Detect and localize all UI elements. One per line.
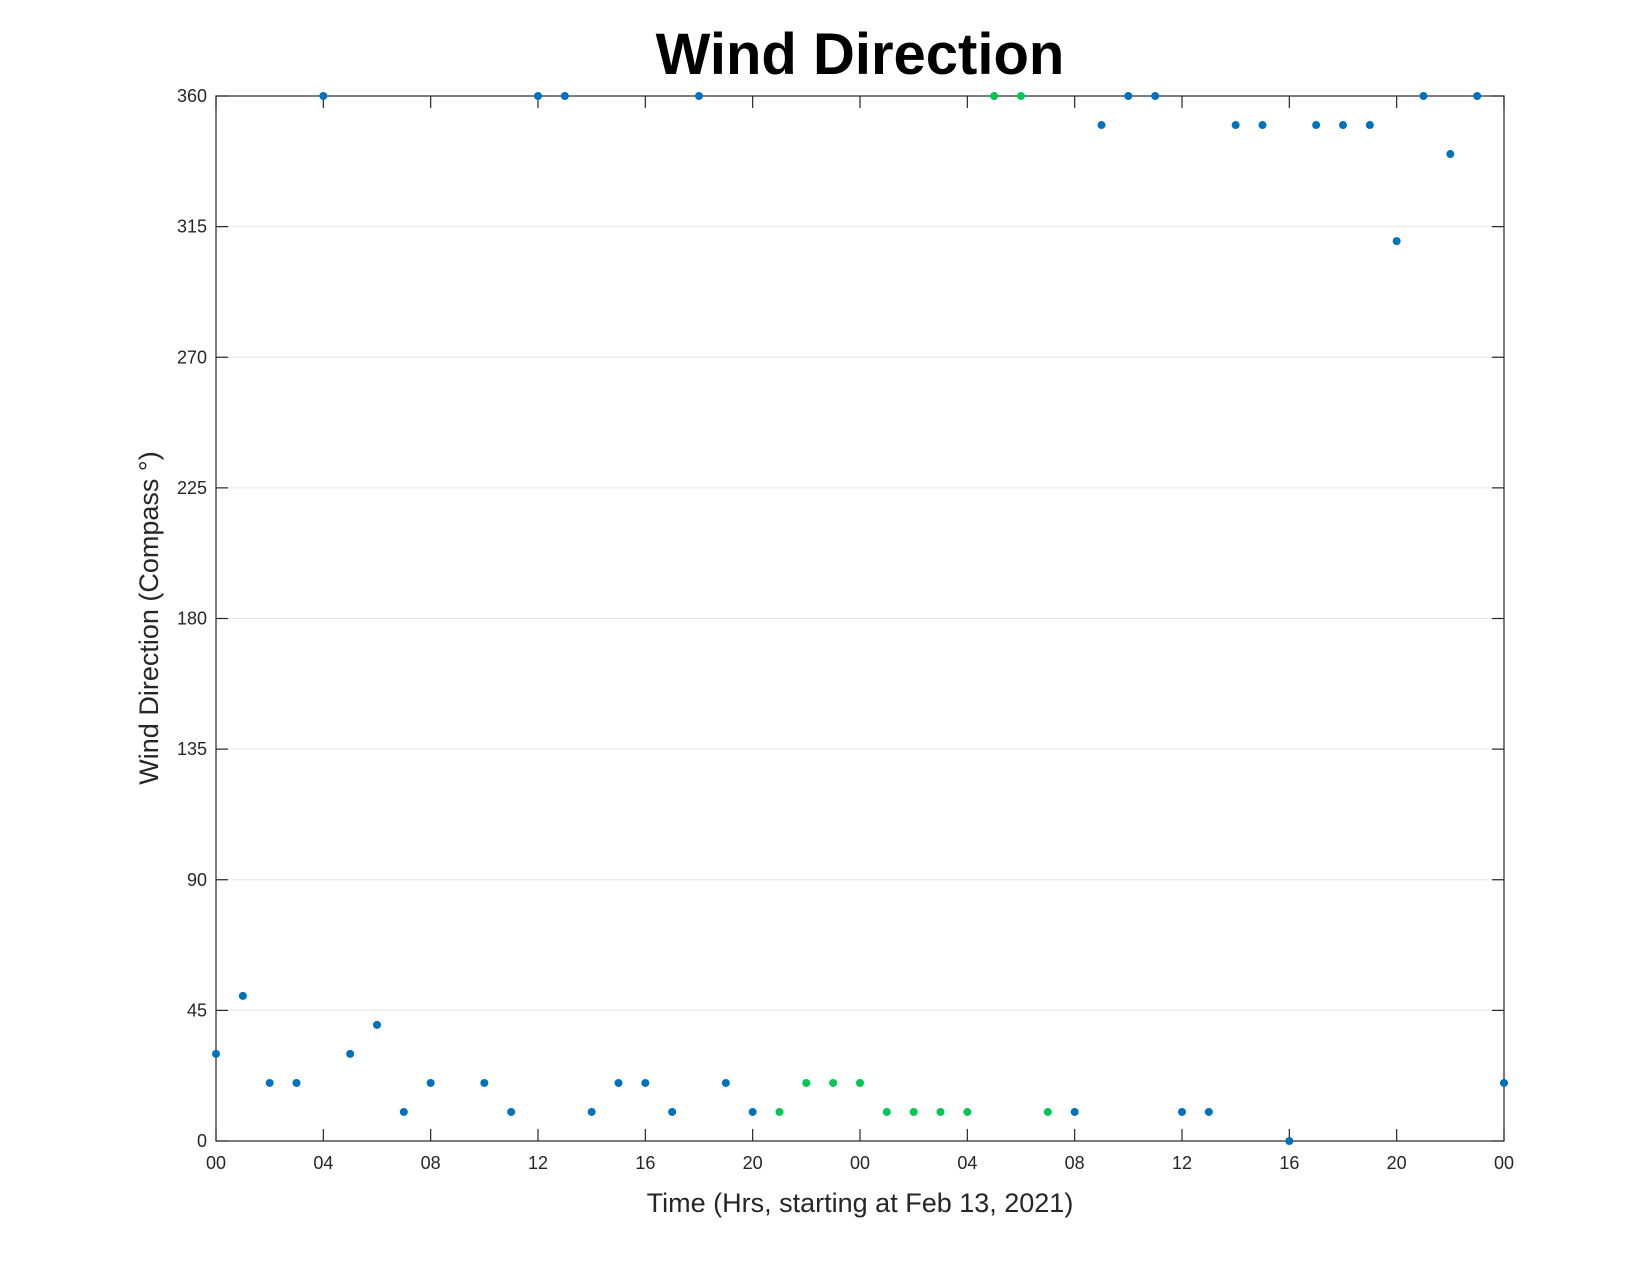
data-point-green	[909, 1107, 918, 1116]
data-point-blue	[238, 991, 247, 1000]
data-point-blue	[373, 1020, 381, 1029]
y-tick-label: 90	[187, 870, 207, 890]
data-point-blue	[265, 1078, 274, 1087]
y-axis-label: Wind Direction (Compass °)	[134, 451, 164, 784]
y-tick-label: 315	[177, 217, 207, 237]
data-point-green	[802, 1078, 811, 1087]
data-point-blue	[668, 1107, 677, 1116]
y-tick-label: 0	[197, 1131, 207, 1151]
x-tick-label: 20	[1387, 1153, 1407, 1173]
x-tick-label: 00	[1494, 1153, 1514, 1173]
data-point-blue	[1097, 121, 1106, 130]
x-tick-label: 08	[1065, 1153, 1085, 1173]
data-point-blue	[292, 1078, 301, 1087]
data-point-blue	[1151, 92, 1160, 100]
data-point-blue	[319, 92, 328, 100]
data-point-blue	[1124, 92, 1133, 100]
data-point-blue	[1419, 92, 1428, 100]
data-point-blue	[1365, 121, 1374, 130]
data-point-blue	[1500, 1078, 1508, 1087]
x-tick-label: 20	[743, 1153, 763, 1173]
y-tick-label: 45	[187, 1000, 207, 1020]
y-tick-label: 180	[177, 609, 207, 629]
data-point-blue	[1285, 1137, 1294, 1145]
x-tick-labels: 00 04 08 12 16 20 00 04 08 12 16 20 00	[206, 1153, 1514, 1173]
x-tick-label: 00	[206, 1153, 226, 1173]
x-tick-label: 04	[957, 1153, 977, 1173]
data-point-blue	[480, 1078, 489, 1087]
x-tick-label: 08	[421, 1153, 441, 1173]
data-point-blue	[1312, 121, 1321, 130]
data-point-blue	[1258, 121, 1267, 130]
data-point-blue	[721, 1078, 730, 1087]
y-tick-label: 135	[177, 739, 207, 759]
x-axis-label: Time (Hrs, starting at Feb 13, 2021)	[647, 1188, 1074, 1218]
data-point-blue	[1178, 1107, 1186, 1116]
data-point-blue	[1339, 121, 1347, 130]
data-point-blue	[399, 1107, 408, 1116]
x-tick-label: 16	[635, 1153, 655, 1173]
data-points	[212, 92, 1508, 1145]
x-tick-label: 04	[313, 1153, 333, 1173]
data-point-blue	[1392, 237, 1401, 246]
x-tick-label: 12	[528, 1153, 548, 1173]
grid-lines	[216, 226, 1504, 1011]
data-point-blue	[748, 1107, 757, 1116]
data-point-green	[856, 1078, 864, 1087]
plot-frame	[215, 95, 1505, 1142]
data-point-green	[882, 1107, 891, 1116]
data-point-green	[963, 1107, 972, 1116]
data-point-blue	[587, 1107, 596, 1116]
data-point-blue	[1231, 121, 1240, 130]
data-point-blue	[1070, 1107, 1079, 1116]
data-point-green	[936, 1107, 945, 1116]
data-point-green	[990, 92, 999, 100]
data-point-blue	[641, 1078, 650, 1087]
data-point-green	[1017, 92, 1025, 100]
data-point-blue	[1204, 1107, 1213, 1116]
data-point-blue	[534, 92, 542, 100]
x-tick-label: 00	[850, 1153, 870, 1173]
data-point-blue	[507, 1107, 516, 1116]
data-point-blue	[426, 1078, 435, 1087]
data-point-blue	[560, 92, 569, 100]
data-point-blue	[695, 92, 703, 100]
y-tick-labels: 0 45 90 135 180 225 270 315 360	[177, 86, 207, 1151]
y-tick-label: 360	[177, 86, 207, 106]
data-point-blue	[212, 1049, 220, 1058]
chart-title: Wind Direction	[656, 22, 1065, 87]
x-tick-label: 12	[1172, 1153, 1192, 1173]
y-tick-label: 270	[177, 347, 207, 367]
x-tick-label: 16	[1279, 1153, 1299, 1173]
data-point-blue	[614, 1078, 623, 1087]
data-point-green	[775, 1107, 784, 1116]
data-point-green	[1043, 1107, 1052, 1116]
y-tick-label: 225	[177, 478, 207, 498]
data-point-green	[829, 1078, 838, 1087]
data-point-blue	[1446, 150, 1455, 159]
data-point-blue	[1473, 92, 1482, 100]
data-point-blue	[346, 1049, 355, 1058]
